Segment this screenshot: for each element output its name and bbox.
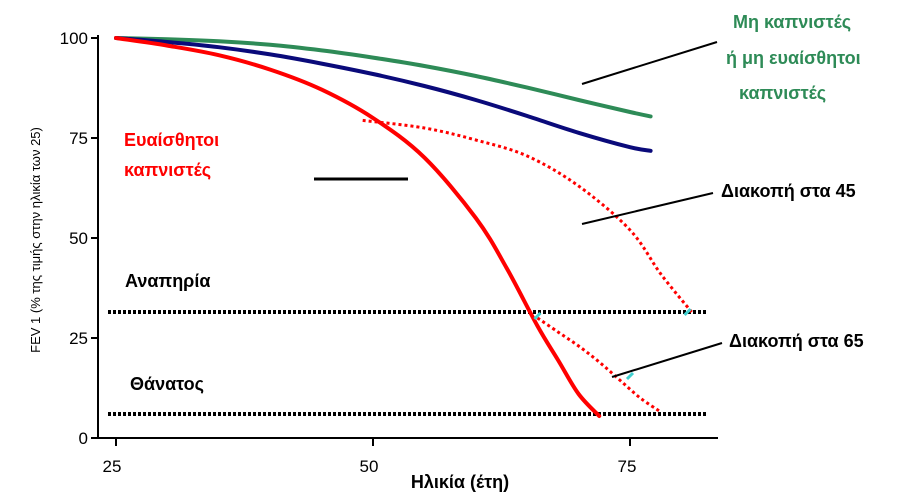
- annotation-quit-45-text: Διακοπή στα 45: [721, 181, 856, 201]
- series-line-quit-65: [536, 316, 662, 414]
- y-tick-label: 50: [69, 229, 88, 248]
- annotation-sensitive: Ευαίσθητοι καπνιστές: [124, 130, 408, 181]
- y-tick-label: 25: [69, 329, 88, 348]
- annotation-quit-45: Διακοπή στα 45: [581, 181, 856, 225]
- disability-label: Αναπηρία: [125, 271, 210, 291]
- y-tick-label: 75: [69, 129, 88, 148]
- x-tick-label: 25: [103, 457, 122, 476]
- annotation-sensitive-line1: Ευαίσθητοι: [124, 130, 219, 150]
- annotation-non-smokers: Μη καπνιστές ή μη ευαίσθητοι καπνιστές: [581, 12, 861, 103]
- pointer-line: [581, 41, 718, 85]
- x-axis-label: Ηλικία (έτη): [411, 472, 509, 492]
- annotation-quit-65-text: Διακοπή στα 65: [729, 331, 864, 351]
- annotation-quit-65: Διακοπή στα 65: [611, 331, 864, 378]
- reference-lines: [108, 310, 708, 416]
- series-line-quit-45: [362, 118, 693, 313]
- x-tick-label: 50: [360, 457, 379, 476]
- y-tick-label: 0: [79, 429, 88, 448]
- annotation-non-smokers-line1: Μη καπνιστές: [733, 12, 851, 32]
- intersection-marker: [683, 307, 692, 317]
- annotation-non-smokers-line3: καπνιστές: [739, 83, 826, 103]
- annotation-non-smokers-line2: ή μη ευαίσθητοι: [726, 48, 861, 68]
- y-tick-label: 100: [60, 29, 88, 48]
- intersection-marker: [533, 311, 542, 321]
- pointer-line: [611, 342, 723, 378]
- series-line-non-smokers: [114, 36, 653, 119]
- series-line-smokers: [114, 36, 653, 153]
- annotation-sensitive-line2: καπνιστές: [124, 160, 211, 180]
- series-line-sensitive: [114, 36, 602, 418]
- x-ticks: 25 50 75: [103, 438, 637, 476]
- series-layer: [114, 36, 693, 418]
- death-label: Θάνατος: [130, 374, 204, 394]
- y-axis-label: FEV 1 (% της τιμής στην ηλικία των 25): [28, 127, 43, 353]
- x-tick-label: 75: [618, 457, 637, 476]
- pointer-line: [581, 192, 714, 225]
- markers: [533, 307, 692, 381]
- y-ticks: 100 75 50 25 0: [60, 29, 98, 448]
- intersection-marker: [625, 371, 635, 381]
